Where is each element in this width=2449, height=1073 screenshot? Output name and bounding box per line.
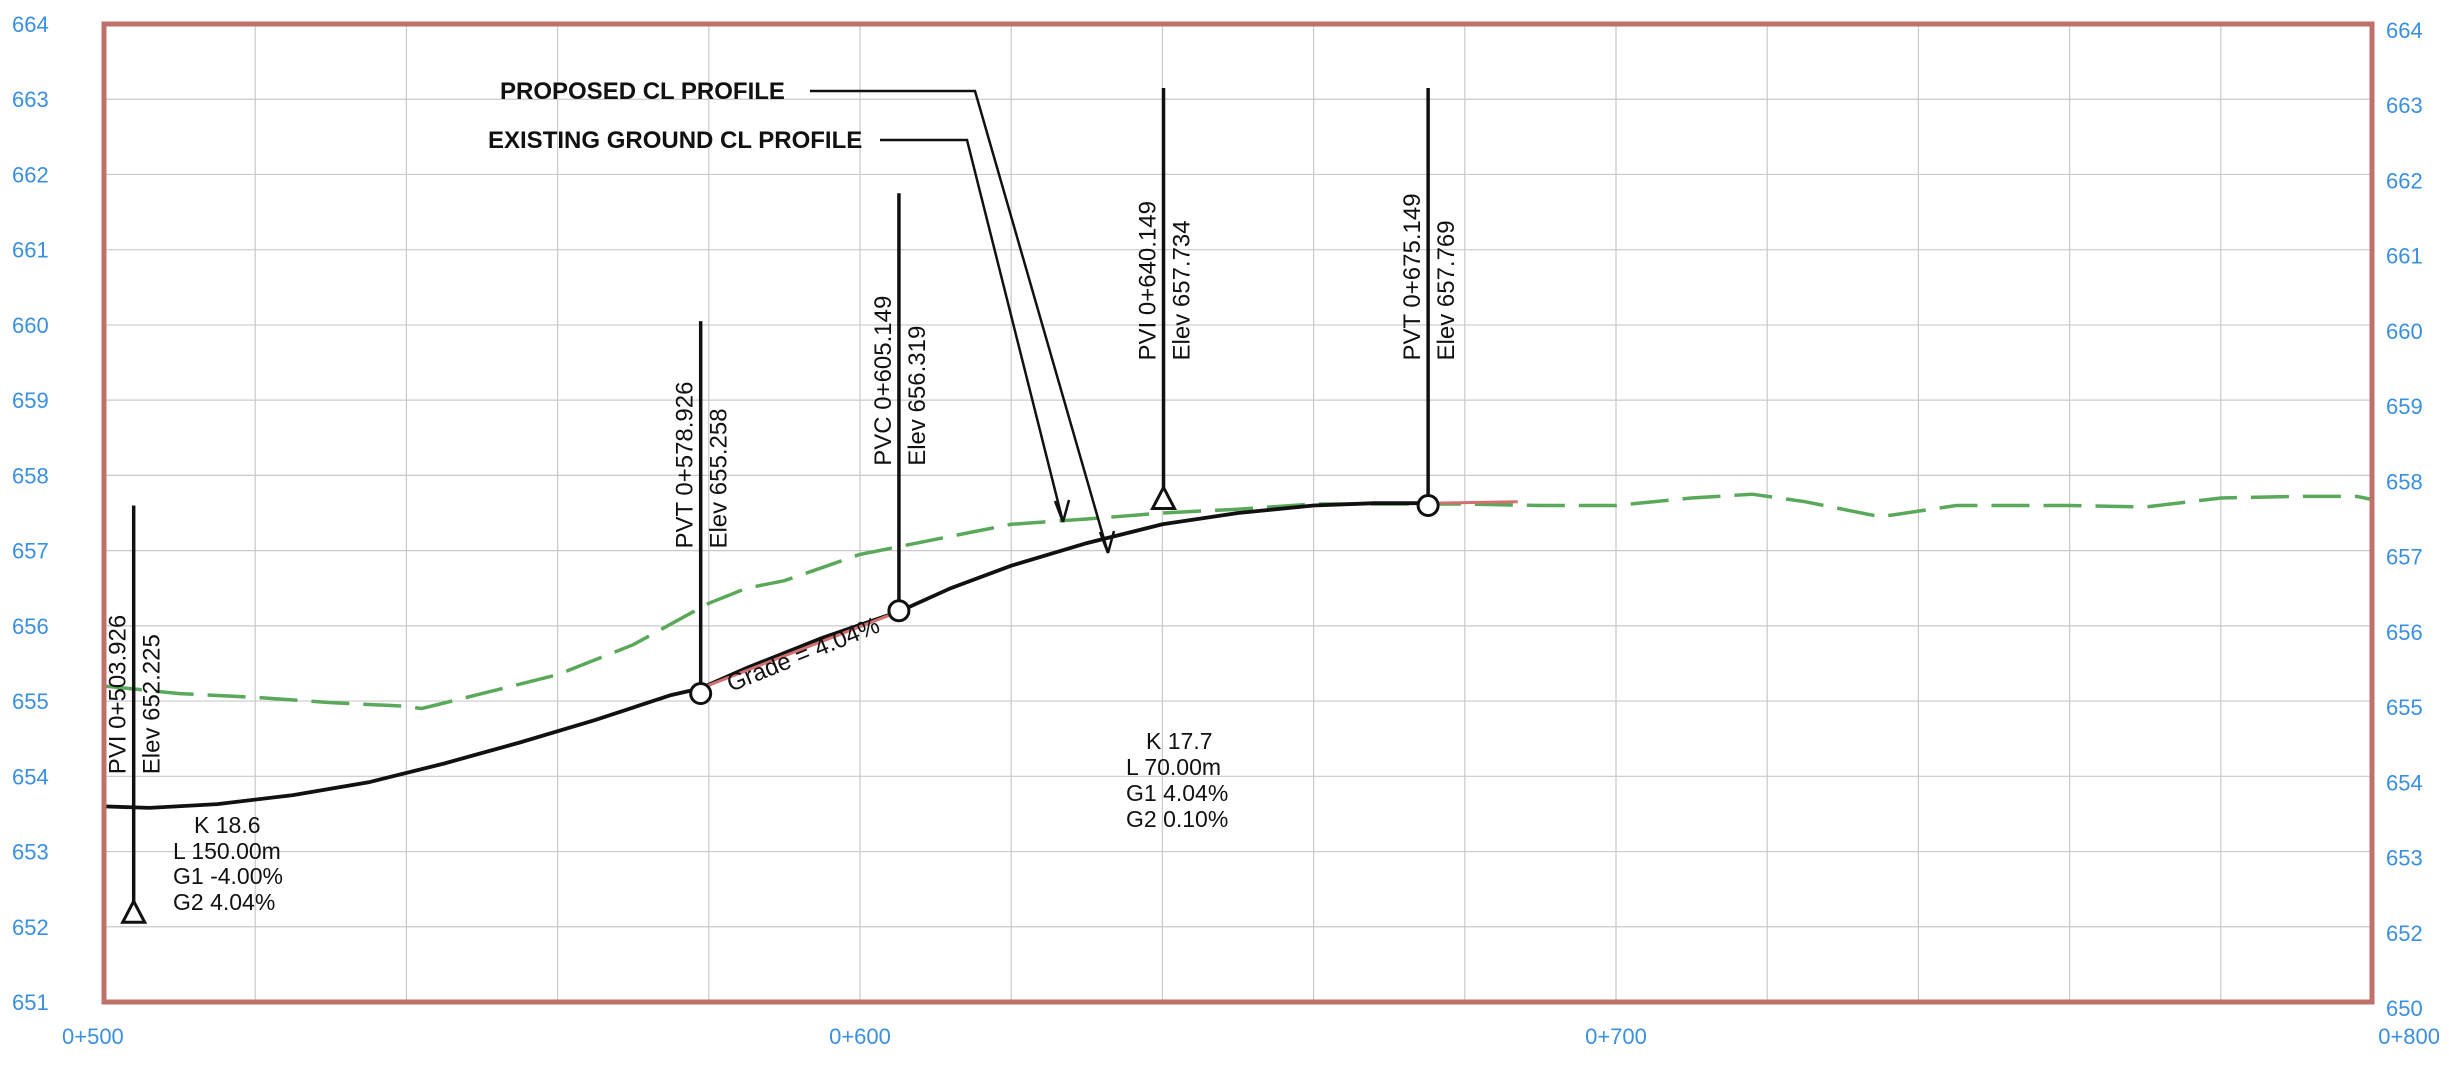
- y-tick-label-left: 656: [12, 614, 49, 639]
- y-tick-label-right: 664: [2386, 18, 2423, 43]
- station-label: PVT 0+675.149: [1399, 193, 1426, 360]
- x-tick-label: 0+500: [62, 1024, 124, 1049]
- y-tick-label-left: 663: [12, 87, 49, 112]
- y-tick-label-left: 660: [12, 313, 49, 338]
- station-pvt2: PVT 0+675.149 Elev 657.769: [1399, 87, 1460, 517]
- station-triangle-marker: [1150, 484, 1178, 510]
- y-tick-label-left: 653: [12, 840, 49, 865]
- curve-1-g1: G1 -4.00%: [173, 863, 283, 889]
- y-tick-label-left: 654: [12, 764, 49, 789]
- station-pvi1: PVI 0+503.926 Elev 652.225: [105, 505, 166, 924]
- station-pvi2: PVI 0+640.149 Elev 657.734: [1135, 87, 1196, 510]
- y-tick-label-right: 663: [2386, 93, 2423, 118]
- y-tick-label-left: 658: [12, 463, 49, 488]
- station-pvc2: PVC 0+605.149 Elev 656.319: [870, 193, 931, 623]
- curve-1-length: L 150.00m: [173, 838, 281, 864]
- station-label: PVI 0+640.149: [1135, 201, 1162, 360]
- y-tick-label-right: 659: [2386, 394, 2423, 419]
- y-tick-label-left: 661: [12, 238, 49, 263]
- curve-2-length: L 70.00m: [1126, 754, 1221, 780]
- x-tick-label: 0+800: [2378, 1024, 2440, 1049]
- callout-leaders: [810, 89, 1116, 554]
- y-tick-label-left: 652: [12, 915, 49, 940]
- station-elev-label: Elev 655.258: [706, 408, 733, 548]
- station-circle-marker: [1416, 493, 1440, 517]
- curve-1-k: K 18.6: [194, 812, 261, 838]
- curve-1-g2: G2 4.04%: [173, 889, 275, 915]
- y-tick-label-left: 657: [12, 539, 49, 564]
- callout-proposed-label: PROPOSED CL PROFILE: [500, 78, 785, 105]
- callout-proposed-leader: [810, 89, 1110, 554]
- grid-layer: [104, 24, 2372, 1002]
- drawing-frame: [101, 21, 2375, 1005]
- y-tick-label-left: 664: [12, 12, 49, 37]
- curve-2-g1: G1 4.04%: [1126, 780, 1228, 806]
- y-tick-label-right: 655: [2386, 695, 2423, 720]
- station-label: PVT 0+578.926: [672, 382, 699, 549]
- station-label: PVC 0+605.149: [870, 296, 897, 466]
- y-tick-label-left: 659: [12, 388, 49, 413]
- curve-2-k: K 17.7: [1146, 728, 1213, 754]
- series-existing-line: [103, 492, 2373, 711]
- curve-2-g2: G2 0.10%: [1126, 806, 1228, 832]
- y-tick-label-right: 661: [2386, 244, 2423, 269]
- y-tick-label-right: 657: [2386, 545, 2423, 570]
- station-circle-marker: [689, 682, 713, 706]
- series-proposed-line: [103, 501, 1429, 810]
- y-tick-label-right: 660: [2386, 319, 2423, 344]
- y-axis-right: 664 663 662 661 660 659 658 657 656 655 654 653 652 6…: [2386, 18, 2423, 1021]
- station-label: PVI 0+503.926: [105, 615, 132, 774]
- y-tick-label-right: 650: [2386, 996, 2423, 1021]
- callout-existing-leader: [880, 138, 1065, 523]
- series-tangent-grade-line: [700, 610, 900, 690]
- y-tick-label-right: 654: [2386, 770, 2423, 795]
- y-tick-label-right: 653: [2386, 846, 2423, 871]
- station-elev-label: Elev 657.769: [1433, 220, 1460, 360]
- x-axis: 0+500 0+600 0+700 0+800: [62, 1024, 2440, 1049]
- y-tick-label-left: 655: [12, 689, 49, 714]
- callout-existing-arrowhead: [1053, 499, 1071, 523]
- x-tick-label: 0+600: [829, 1024, 891, 1049]
- y-tick-label-right: 652: [2386, 921, 2423, 946]
- station-elev-label: Elev 657.734: [1169, 220, 1196, 360]
- x-tick-label: 0+700: [1585, 1024, 1647, 1049]
- series-tangent-end-line: [1428, 500, 1518, 505]
- series-layer: [103, 492, 2373, 810]
- callout-proposed-arrowhead: [1098, 530, 1116, 554]
- callout-existing-label: EXISTING GROUND CL PROFILE: [488, 127, 862, 154]
- station-circle-marker: [887, 599, 911, 623]
- y-tick-label-left: 662: [12, 162, 49, 187]
- y-tick-label-right: 658: [2386, 469, 2423, 494]
- y-axis-left: 664 663 662 661 660 659 658 657 656 655 654 653 652 6…: [12, 12, 49, 1015]
- curve-1-data: K 18.6 L 150.00m G1 -4.00% G2 4.04%: [173, 812, 283, 915]
- station-elev-label: Elev 656.319: [904, 326, 931, 466]
- y-tick-label-right: 656: [2386, 620, 2423, 645]
- y-tick-label-right: 662: [2386, 168, 2423, 193]
- y-tick-label-left: 651: [12, 990, 49, 1015]
- curve-2-data: K 17.7 L 70.00m G1 4.04% G2 0.10%: [1126, 728, 1228, 832]
- stations-layer: PVI 0+503.926 Elev 652.225 PVT 0+578.926 El…: [105, 87, 1460, 924]
- station-pvt1: PVT 0+578.926 Elev 655.258: [672, 321, 733, 706]
- station-triangle-marker: [120, 898, 148, 924]
- station-elev-label: Elev 652.225: [139, 634, 166, 774]
